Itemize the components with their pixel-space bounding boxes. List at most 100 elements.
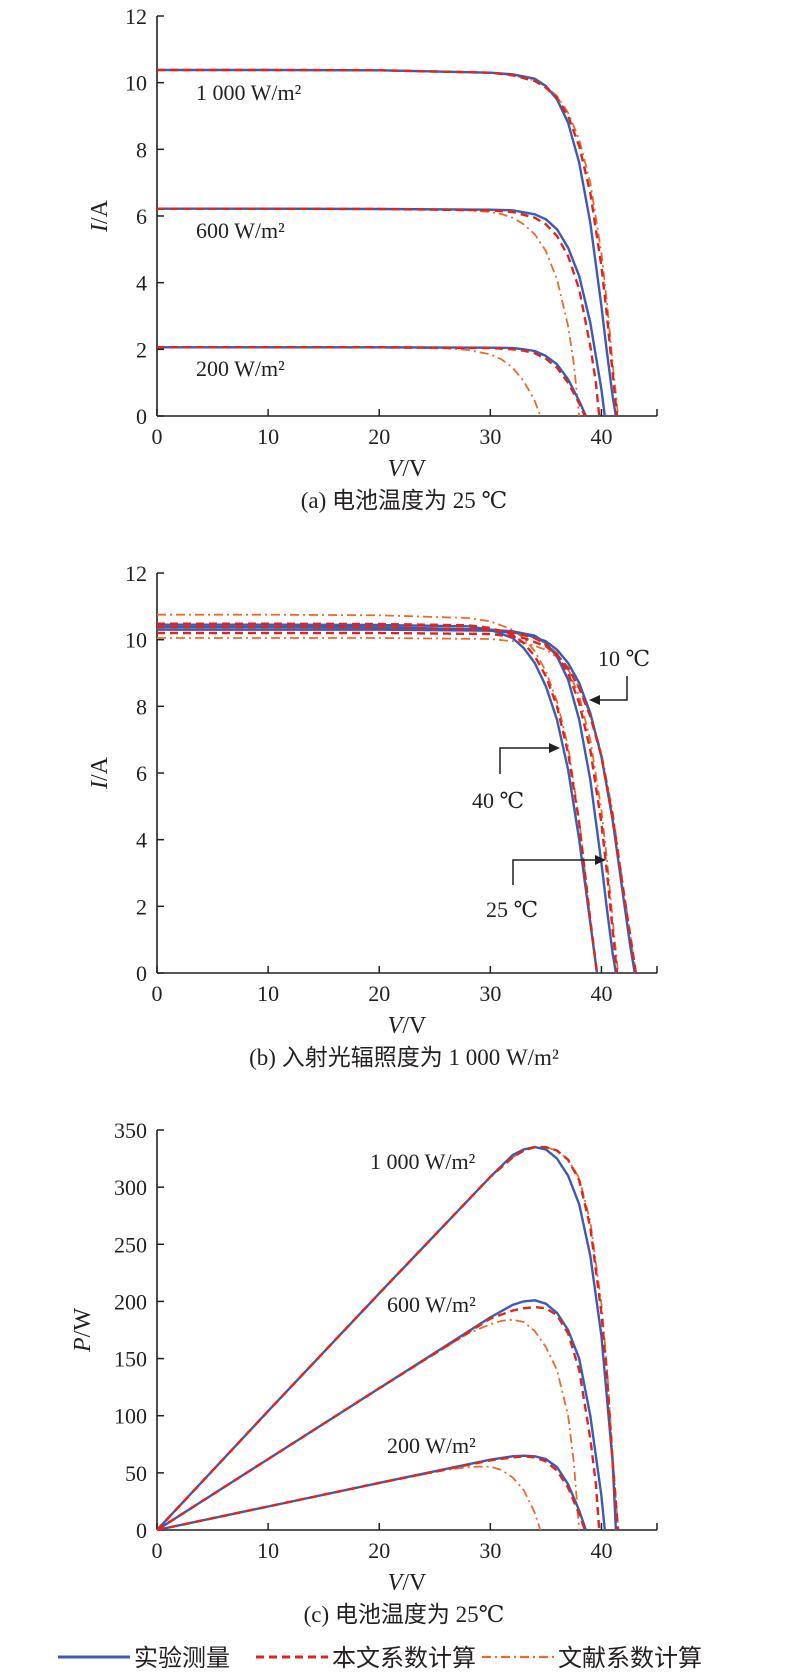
panel-c-curve-measured xyxy=(156,1299,606,1532)
panel-a-curves xyxy=(157,68,619,417)
panel-c-curve-measured xyxy=(156,1145,618,1531)
panel-b-xlabel: V/V xyxy=(388,1013,427,1039)
panel-b-curve-measured xyxy=(157,625,618,974)
panel-b-arrow-25c xyxy=(512,855,606,885)
panel-a-xtick-label: 40 xyxy=(590,424,612,449)
panel-c-ytick-label: 200 xyxy=(114,1289,147,1314)
panel-a-xtick-label: 30 xyxy=(479,424,501,449)
panel-b-curve-literature xyxy=(157,626,619,974)
panel-c-ytick-label: 350 xyxy=(114,1118,147,1143)
panel-a-annotation-200: 200 W/m² xyxy=(196,356,285,381)
panel-c-xtick-label: 30 xyxy=(479,1538,501,1563)
panel-b-ticks: 0 10 20 30 40 0 2 4 6 8 10 12 xyxy=(125,561,658,1006)
panel-a-xtick-label: 10 xyxy=(257,424,279,449)
legend-label-measured: 实验测量 xyxy=(134,1645,230,1672)
panel-c-xtick-label: 20 xyxy=(368,1538,390,1563)
panel-b-curve-literature xyxy=(157,637,637,974)
panel-b-curves xyxy=(157,613,638,974)
panel-b-ytick-label: 12 xyxy=(125,561,147,586)
panel-a-curve-literature xyxy=(157,69,619,417)
panel-a-ytick-label: 2 xyxy=(136,337,147,362)
panel-b-annotation-10c: 10 ℃ xyxy=(598,646,650,671)
panel-a-xtick-label: 20 xyxy=(368,424,390,449)
panel-a-curve-this-paper xyxy=(157,207,601,417)
panel-a-curve-literature xyxy=(157,207,581,417)
panel-b-ytick-label: 0 xyxy=(136,961,147,986)
panel-c-ylabel: P/W xyxy=(70,1308,96,1353)
panel-c-ylabel-var: P xyxy=(70,1337,96,1353)
panel-a-annotation-1000: 1 000 W/m² xyxy=(196,80,302,105)
panel-a-ylabel: I/A xyxy=(87,199,113,233)
panel-b-curve-measured xyxy=(157,628,636,974)
panel-a-ylabel-var: I xyxy=(87,223,113,233)
panel-c-xlabel-var: V xyxy=(388,1570,405,1596)
panel-a-curve-measured xyxy=(157,346,587,417)
panel-a-ytick-label: 0 xyxy=(136,404,147,429)
panel-c-curve-literature xyxy=(156,1146,619,1531)
panel-a-caption: (a) 电池温度为 25 ℃ xyxy=(301,488,508,513)
panel-c-curve-this-paper xyxy=(156,1455,586,1532)
legend: 实验测量 本文系数计算 文献系数计算 xyxy=(58,1645,702,1672)
panel-c-curve-measured xyxy=(156,1454,588,1532)
panel-c-caption: (c) 电池温度为 25℃ xyxy=(304,1602,505,1627)
panel-a: 0 10 20 30 40 0 2 4 6 8 10 12 I/A V/V (a) 电池温度为 25 … xyxy=(87,4,658,513)
panel-b-ytick-label: 2 xyxy=(136,894,147,919)
panel-c-xtick-label: 10 xyxy=(257,1538,279,1563)
panel-c-xlabel-unit: /V xyxy=(402,1570,427,1596)
panel-c-xtick-label: 0 xyxy=(152,1538,163,1563)
panel-c-ticks: 0 10 20 30 40 0 50 100 150 200 250 300 350 xyxy=(114,1118,658,1563)
panel-a-ytick-label: 6 xyxy=(136,204,147,229)
panel-b-ylabel: I/A xyxy=(87,756,113,790)
panel-c-curves xyxy=(156,1145,620,1532)
panel-b-ylabel-unit: /A xyxy=(87,756,113,781)
panel-b-xlabel-unit: /V xyxy=(402,1013,427,1039)
legend-label-literature: 文献系数计算 xyxy=(558,1645,702,1672)
panel-a-ytick-label: 4 xyxy=(136,271,147,296)
panel-c-ylabel-unit: /W xyxy=(70,1308,96,1338)
panel-a-ytick-label: 12 xyxy=(125,4,147,29)
panel-c-ytick-label: 150 xyxy=(114,1347,147,1372)
panel-b-ytick-label: 8 xyxy=(136,694,147,719)
panel-b-curve-this-paper xyxy=(157,625,619,974)
panel-b-xtick-label: 20 xyxy=(368,981,390,1006)
panel-c-curve-literature xyxy=(156,1465,542,1531)
panel-b-annotation-25c: 25 ℃ xyxy=(486,897,538,922)
panel-c-ytick-label: 50 xyxy=(125,1461,147,1486)
panel-c-curve-literature xyxy=(156,1318,581,1531)
panel-c-annotation-1000: 1 000 W/m² xyxy=(370,1149,476,1174)
panel-a-xtick-label: 0 xyxy=(152,424,163,449)
panel-a-curve-this-paper xyxy=(157,68,619,417)
panel-c-curve-this-paper xyxy=(156,1145,620,1531)
panel-b-xlabel-var: V xyxy=(388,1013,405,1039)
panel-c-ytick-label: 250 xyxy=(114,1232,147,1257)
panel-c-xlabel: V/V xyxy=(388,1570,427,1596)
legend-label-this-paper: 本文系数计算 xyxy=(332,1645,476,1672)
panel-c-ytick-label: 0 xyxy=(136,1518,147,1543)
panel-a-xlabel-var: V xyxy=(388,456,405,482)
panel-b-arrow-40c xyxy=(499,743,560,774)
panel-a-ytick-label: 10 xyxy=(125,71,147,96)
panel-b-ylabel-var: I xyxy=(87,780,113,790)
panel-b-annotation-40c: 40 ℃ xyxy=(472,788,524,813)
panel-b-xtick-label: 10 xyxy=(257,981,279,1006)
panel-c: 0 10 20 30 40 0 50 100 150 200 250 300 350 P/W V/V (… xyxy=(70,1118,658,1627)
panel-b-curve-this-paper xyxy=(157,631,638,974)
panel-b-ytick-label: 10 xyxy=(125,628,147,653)
panel-c-annotation-200: 200 W/m² xyxy=(387,1433,476,1458)
panel-c-annotation-600: 600 W/m² xyxy=(387,1292,476,1317)
panel-a-ticks: 0 10 20 30 40 0 2 4 6 8 10 12 xyxy=(125,4,658,449)
panel-b-arrow-10c xyxy=(589,676,628,705)
panel-a-xlabel: V/V xyxy=(388,456,427,482)
panel-b-xtick-label: 40 xyxy=(590,981,612,1006)
panel-a-annotation-600: 600 W/m² xyxy=(196,218,285,243)
panel-a-ylabel-unit: /A xyxy=(87,199,113,224)
panel-c-ytick-label: 100 xyxy=(114,1404,147,1429)
panel-b-xtick-label: 0 xyxy=(152,981,163,1006)
panel-c-axes xyxy=(156,1130,657,1531)
panel-b-ytick-label: 6 xyxy=(136,761,147,786)
panel-b-ytick-label: 4 xyxy=(136,828,147,853)
panel-c-curve-this-paper xyxy=(156,1305,601,1532)
panel-b: 0 10 20 30 40 0 2 4 6 8 10 12 I/A V/V (b) 入射光辐照度为 1… xyxy=(87,561,658,1070)
panel-b-xtick-label: 30 xyxy=(479,981,501,1006)
